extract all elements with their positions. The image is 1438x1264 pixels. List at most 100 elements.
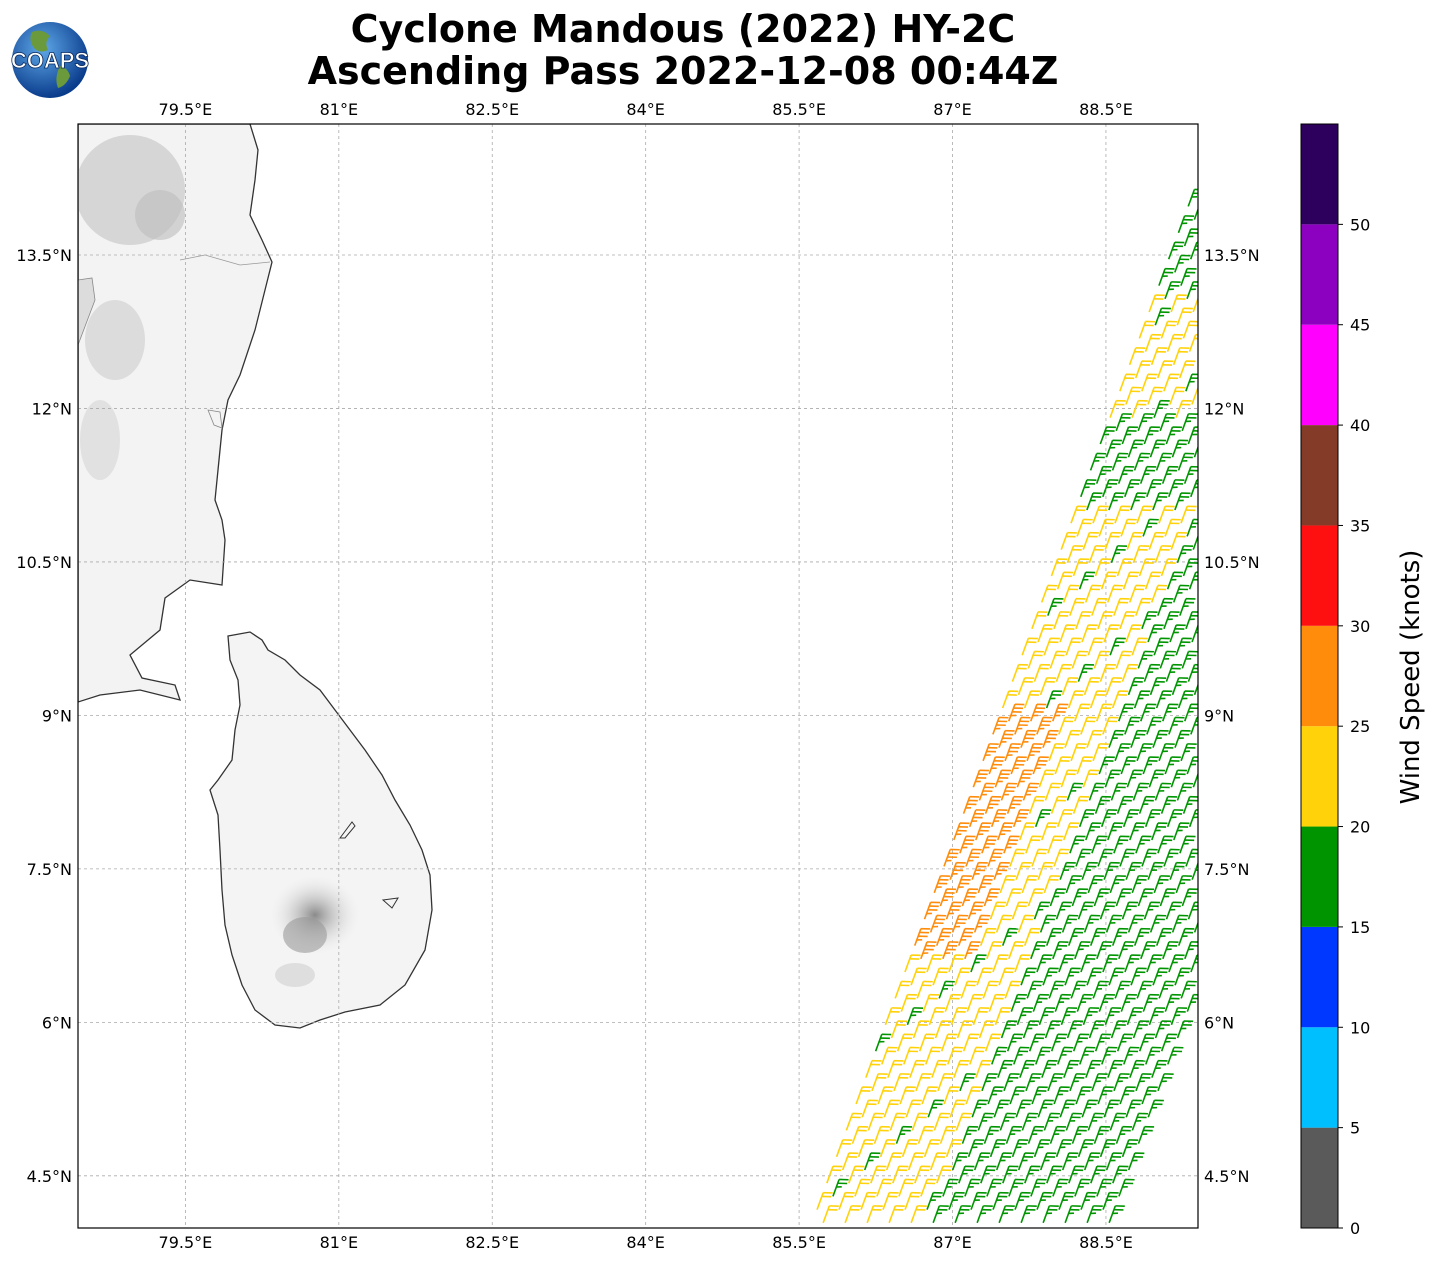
wind-barb	[1180, 743, 1197, 762]
wind-barb	[959, 1073, 976, 1092]
wind-barb	[1020, 967, 1037, 986]
wind-barb	[1115, 413, 1132, 432]
wind-barb	[1023, 927, 1041, 946]
wind-barb	[937, 1073, 954, 1092]
wind-barb	[894, 980, 911, 999]
wind-barb	[998, 967, 1015, 986]
title-line-2: Ascending Pass 2022-12-08 00:44Z	[307, 49, 1059, 93]
wind-barb	[1066, 545, 1084, 564]
wind-barb	[1014, 716, 1031, 735]
wind-barb	[916, 980, 933, 999]
wind-barb	[1154, 1020, 1172, 1039]
wind-barb	[1190, 716, 1198, 735]
wind-barb	[948, 1191, 965, 1210]
wind-barb	[1172, 584, 1190, 603]
wind-barb	[881, 1046, 898, 1065]
wind-barb	[983, 888, 1001, 907]
lon-tick-top: 88.5°E	[1079, 100, 1133, 119]
lat-tick-right: 6°N	[1204, 1013, 1234, 1032]
wind-barb	[991, 1046, 1008, 1065]
wind-barb	[1186, 518, 1198, 537]
wind-barb	[1014, 1191, 1031, 1210]
wind-barb	[949, 1099, 966, 1118]
wind-barb	[1131, 399, 1148, 418]
wind-barb	[1054, 993, 1071, 1012]
wind-barb	[1021, 637, 1038, 656]
wind-barb	[1143, 663, 1161, 682]
wind-barb	[1169, 386, 1186, 405]
wind-barb	[1171, 914, 1189, 933]
wind-barb	[938, 980, 955, 999]
wind-barb	[951, 1152, 969, 1171]
wind-barb	[933, 1112, 951, 1131]
wind-barb	[986, 941, 1003, 960]
wind-barb	[1155, 690, 1173, 709]
wind-barb	[873, 1125, 891, 1144]
wind-barb	[1060, 769, 1077, 788]
title-line-1: Cyclone Mandous (2022) HY-2C	[350, 7, 1016, 51]
wind-barb	[1027, 888, 1045, 907]
wind-barb	[865, 1059, 882, 1078]
wind-barb	[1065, 875, 1082, 894]
wind-barb	[1082, 1007, 1100, 1026]
wind-barb	[1056, 809, 1074, 828]
wind-barb	[1102, 716, 1119, 735]
wind-barb	[1039, 677, 1057, 696]
wind-barb	[1124, 716, 1141, 735]
wind-barb	[1126, 769, 1143, 788]
wind-barb	[1121, 663, 1139, 682]
wind-barb	[1138, 558, 1156, 577]
wind-barb	[1125, 861, 1142, 880]
wind-barb	[1061, 1152, 1079, 1171]
wind-barb	[1151, 822, 1168, 841]
wind-barb	[955, 875, 972, 894]
wind-barb	[1147, 861, 1164, 880]
wind-barb	[971, 1099, 988, 1118]
wind-barb	[1107, 1059, 1124, 1078]
lon-tick-top: 81°E	[320, 100, 358, 119]
wind-barb	[841, 1152, 859, 1171]
wind-barb	[1160, 795, 1178, 814]
wind-barb	[1155, 927, 1173, 946]
wind-barb	[1141, 611, 1158, 630]
wind-barb	[906, 1007, 924, 1026]
wind-barb	[1130, 729, 1147, 748]
wind-barb	[1171, 439, 1189, 458]
wind-barb	[978, 1020, 996, 1039]
wind-barb	[1125, 624, 1142, 643]
wind-barb	[984, 795, 1002, 814]
wind-barb	[1028, 1033, 1046, 1052]
colorbar-bin	[1301, 425, 1338, 526]
lon-tick-top: 84°E	[626, 100, 664, 119]
wind-barb	[1006, 795, 1024, 814]
wind-barb	[1074, 941, 1091, 960]
wind-barb	[1121, 901, 1139, 920]
wind-barb	[1098, 756, 1115, 775]
wind-barb	[1131, 1112, 1149, 1131]
wind-barb	[964, 941, 981, 960]
lon-tick-top: 82.5°E	[465, 100, 519, 119]
wind-barb	[943, 1086, 960, 1105]
wind-barb	[1080, 954, 1097, 973]
wind-barb	[988, 993, 1005, 1012]
wind-barb	[1122, 571, 1140, 590]
lat-tick-left: 4.5°N	[27, 1167, 72, 1186]
lon-tick-bottom: 81°E	[320, 1233, 358, 1252]
wind-barb	[1138, 320, 1156, 339]
wind-barb	[1133, 927, 1151, 946]
wind-barb	[1064, 967, 1081, 986]
wind-barb	[957, 927, 975, 946]
wind-barb	[1101, 1046, 1118, 1065]
wind-barb	[958, 1165, 975, 1184]
wind-barb	[1074, 703, 1091, 722]
wind-barb	[1085, 1059, 1102, 1078]
wind-barb	[940, 1033, 958, 1052]
wind-barb	[1080, 716, 1097, 735]
wind-barb	[1042, 729, 1059, 748]
wind-barb	[832, 1178, 849, 1197]
wind-barb	[1146, 716, 1163, 735]
wind-barb	[1152, 729, 1169, 748]
wind-barb	[961, 1125, 979, 1144]
wind-barb	[1183, 228, 1198, 247]
